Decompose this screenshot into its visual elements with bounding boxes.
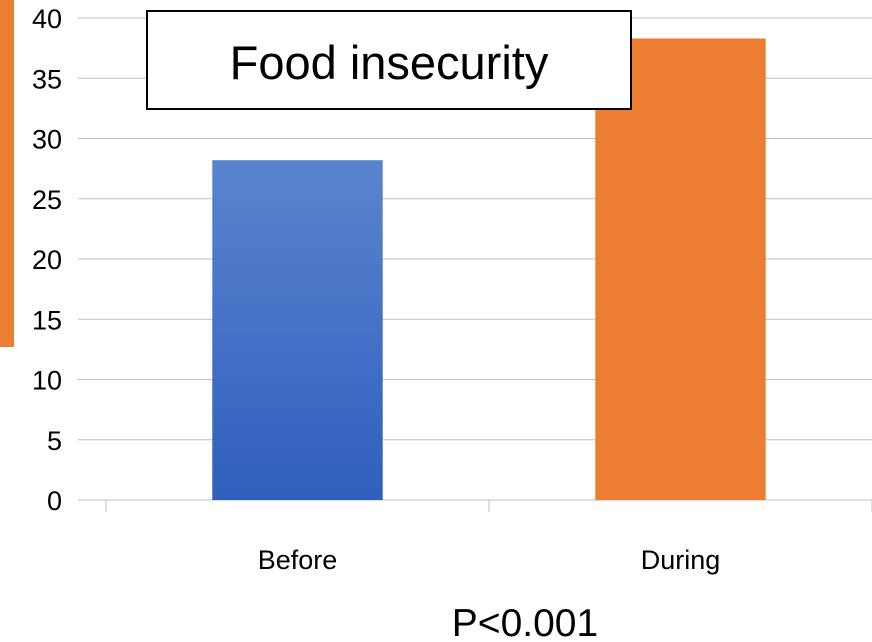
y-tick-label: 35	[32, 64, 62, 94]
y-tick-label: 15	[32, 305, 62, 335]
accent-strip	[0, 0, 14, 347]
y-tick-label: 10	[32, 366, 62, 396]
title-box	[146, 10, 632, 110]
chart-title: Food insecurity	[230, 36, 549, 89]
y-tick-label: 20	[32, 245, 62, 275]
bar-during	[595, 38, 766, 501]
y-tick-label: 25	[32, 185, 62, 215]
y-tick-label: 0	[47, 486, 62, 516]
p-value-annotation: P<0.001	[452, 602, 598, 642]
x-category-label: Before	[258, 545, 338, 575]
y-tick-label: 5	[47, 426, 62, 456]
bar-before	[212, 160, 383, 500]
y-tick-label: 30	[32, 125, 62, 155]
x-category-label: During	[641, 545, 721, 575]
y-tick-label: 40	[32, 4, 62, 34]
